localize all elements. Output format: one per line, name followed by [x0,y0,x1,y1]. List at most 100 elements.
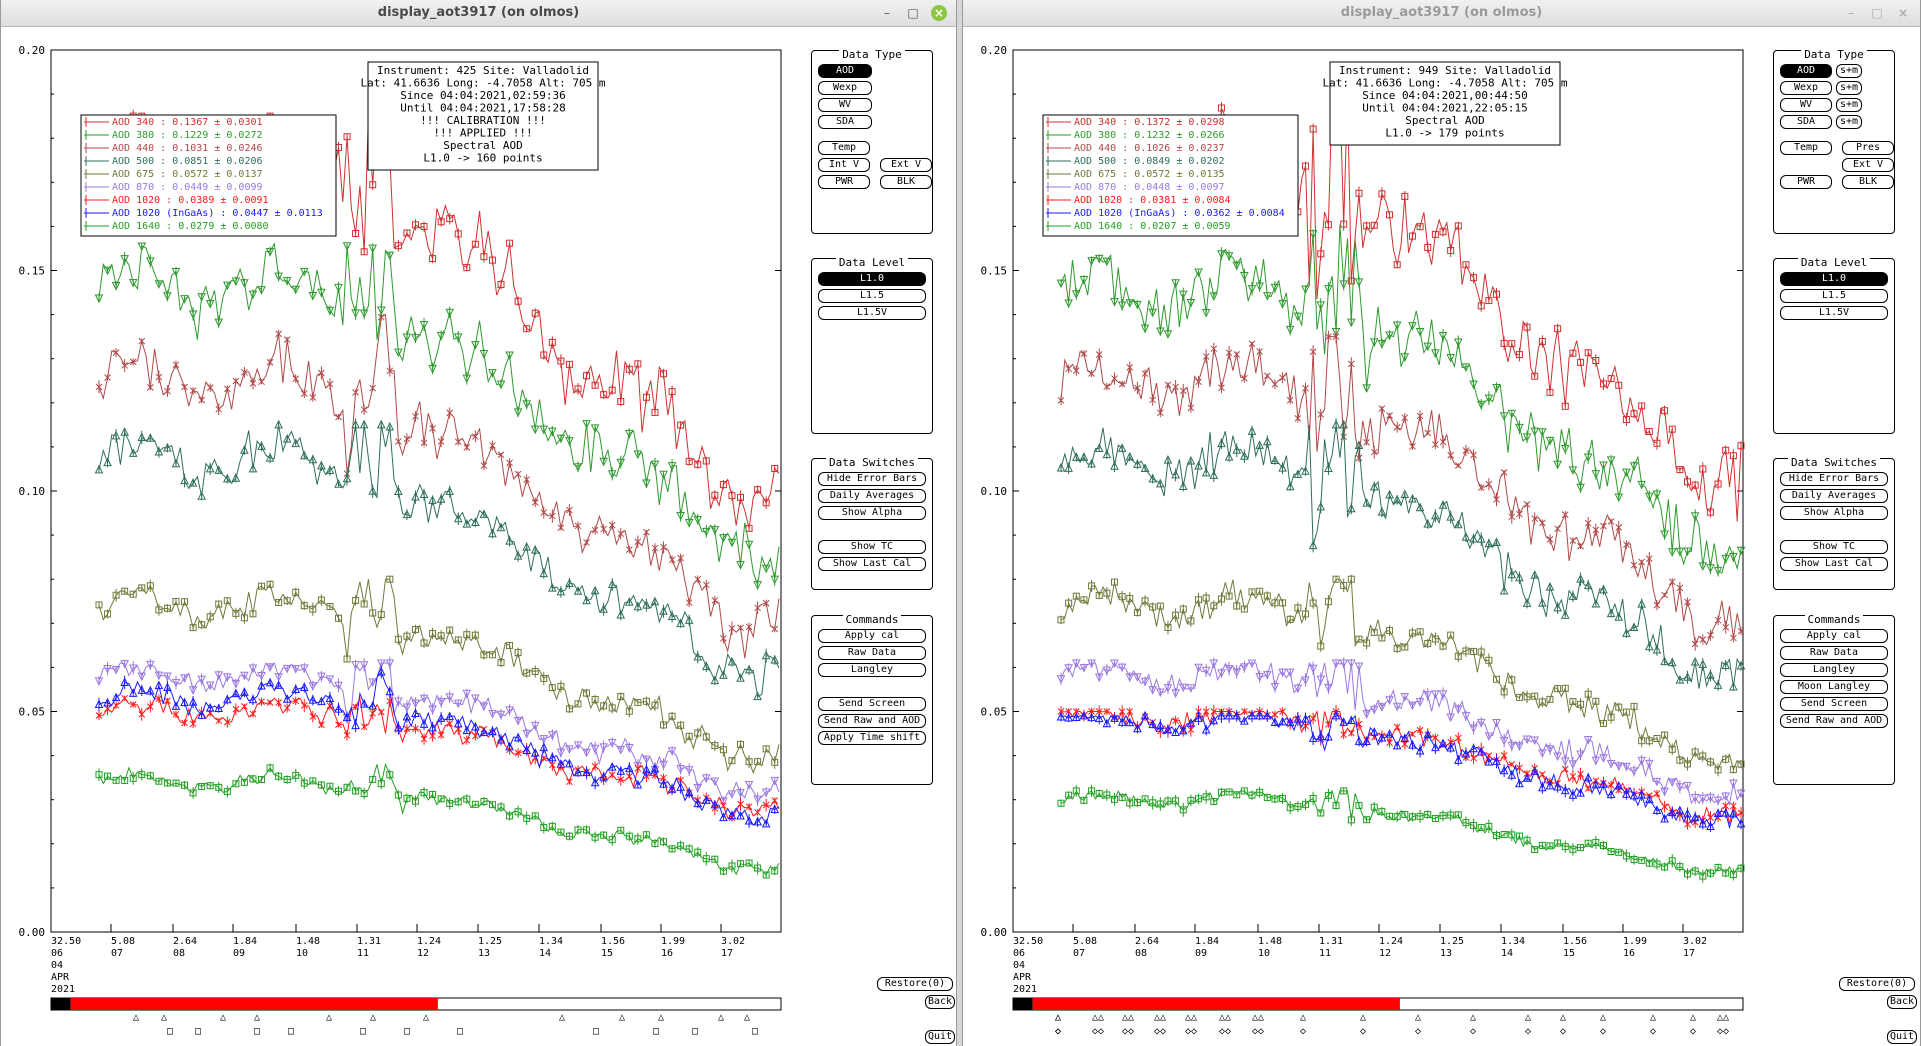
sensor-button-blk[interactable]: BLK [880,175,932,189]
sensor-button-pres[interactable]: Pres [1842,141,1894,155]
sensor-button-ext-v[interactable]: Ext V [1842,158,1894,172]
command-button-apply-time-shift[interactable]: Apply Time shift [818,731,926,745]
data-type-button-wexp[interactable]: Wexp [1780,81,1832,95]
sun-moon-toggle-button[interactable]: s+m [1836,81,1862,95]
data-level-button-l1-5[interactable]: L1.5 [818,289,926,303]
data-type-button-aod[interactable]: AOD [818,64,872,78]
command-button-moon-langley[interactable]: Moon Langley [1780,680,1888,694]
command-button-raw-data[interactable]: Raw Data [1780,646,1888,660]
data-type-button-wv[interactable]: WV [818,98,872,112]
data-point [172,710,180,718]
data-point [265,677,275,687]
minimize-icon[interactable]: – [884,6,890,20]
data-point [1699,872,1707,880]
data-type-button-sda[interactable]: SDA [1780,115,1832,129]
data-point [437,795,445,803]
data-point [138,337,146,345]
data-level-button-l1-5v[interactable]: L1.5V [1780,306,1888,320]
sensor-button-pwr[interactable]: PWR [1780,175,1832,189]
data-point [155,606,163,614]
maximize-icon[interactable]: □ [1871,6,1883,20]
data-type-button-aod[interactable]: AOD [1780,64,1832,78]
x-tick-value: 32.50 [51,936,81,947]
data-point [1065,791,1073,799]
sensor-button-blk[interactable]: BLK [1842,175,1894,189]
switch-button-show-alpha[interactable]: Show Alpha [818,506,926,520]
data-point [1095,789,1103,797]
timeline-bar[interactable] [1012,997,1744,1011]
data-type-button-wexp[interactable]: Wexp [818,81,872,95]
command-button-langley[interactable]: Langley [1780,663,1888,677]
window-titlebar[interactable]: display_aot3917 (on olmos) – □ × [963,0,1920,27]
command-button-apply-cal[interactable]: Apply cal [818,629,926,643]
sensor-button-ext-v[interactable]: Ext V [880,158,932,172]
timeline-bar[interactable] [50,997,782,1011]
restore-button[interactable]: Restore(0) [877,977,953,991]
switch-button-hide-error-bars[interactable]: Hide Error Bars [1780,472,1888,486]
data-point [496,734,506,744]
data-point [325,675,335,685]
switch-button-show-alpha[interactable]: Show Alpha [1780,506,1888,520]
data-point [1660,530,1669,540]
timeline-range-segment[interactable] [1032,998,1400,1010]
data-point [197,675,206,685]
restore-button[interactable]: Restore(0) [1839,977,1915,991]
data-point [1614,780,1624,790]
data-type-panel: Data Type AOD Wexp WV SDA Temp Int V Ext V PWR BL… [811,48,933,234]
switch-button-hide-error-bars[interactable]: Hide Error Bars [818,472,926,486]
sun-moon-toggle-button[interactable]: s+m [1836,98,1862,112]
data-point [583,689,591,697]
command-button-send-raw-and-aod[interactable]: Send Raw and AOD [1780,714,1888,728]
command-button-apply-cal[interactable]: Apply cal [1780,629,1888,643]
switch-button-show-tc[interactable]: Show TC [818,540,926,554]
sun-moon-toggle-button[interactable]: s+m [1836,115,1862,129]
data-point [573,767,583,777]
data-point [574,826,582,834]
data-point [198,396,205,404]
sensor-button-pwr[interactable]: PWR [818,175,870,189]
command-button-send-screen[interactable]: Send Screen [1780,697,1888,711]
data-level-button-l1-5v[interactable]: L1.5V [818,306,926,320]
data-point [530,425,540,435]
measurement-marker-bottom: □ [195,1026,201,1037]
close-icon[interactable]: × [931,5,947,21]
sun-moon-toggle-button[interactable]: s+m [1836,64,1862,78]
data-level-button-l1-0[interactable]: L1.0 [1780,272,1888,286]
data-point [1240,663,1249,673]
data-point [1577,770,1584,778]
command-button-send-raw-and-aod[interactable]: Send Raw and AOD [818,714,926,728]
x-tick-value: 1.24 [1379,936,1403,947]
data-point [1072,367,1080,374]
minimize-icon[interactable]: – [1848,6,1854,20]
switch-button-show-last-cal[interactable]: Show Last Cal [1780,557,1888,571]
command-button-send-screen[interactable]: Send Screen [818,697,926,711]
data-point [1111,375,1118,382]
sensor-button-temp[interactable]: Temp [818,141,870,155]
switch-button-daily-averages[interactable]: Daily Averages [818,489,926,503]
switch-button-daily-averages[interactable]: Daily Averages [1780,489,1888,503]
command-button-langley[interactable]: Langley [818,663,926,677]
data-point [1270,717,1280,726]
window-titlebar[interactable]: display_aot3917 (on olmos) – □ × [1,0,956,27]
command-button-raw-data[interactable]: Raw Data [818,646,926,660]
close-icon[interactable]: × [1897,6,1909,20]
sensor-button-temp[interactable]: Temp [1780,141,1832,155]
data-point [770,804,780,813]
data-point [1148,308,1157,318]
data-type-button-wv[interactable]: WV [1780,98,1832,112]
data-point [659,470,668,480]
data-level-button-l1-5[interactable]: L1.5 [1780,289,1888,303]
back-button[interactable]: Back [1887,995,1917,1009]
switch-button-show-tc[interactable]: Show TC [1780,540,1888,554]
timeline-range-segment[interactable] [70,998,438,1010]
quit-button[interactable]: Quit [1887,1030,1917,1044]
switch-button-show-last-cal[interactable]: Show Last Cal [818,557,926,571]
data-point [1271,795,1279,803]
sensor-button-int-v[interactable]: Int V [818,158,870,172]
data-level-button-l1-0[interactable]: L1.0 [818,272,926,286]
maximize-icon[interactable]: □ [907,6,919,20]
quit-button[interactable]: Quit [925,1030,955,1044]
data-point [556,586,566,596]
data-type-button-sda[interactable]: SDA [818,115,872,129]
back-button[interactable]: Back [925,995,955,1009]
